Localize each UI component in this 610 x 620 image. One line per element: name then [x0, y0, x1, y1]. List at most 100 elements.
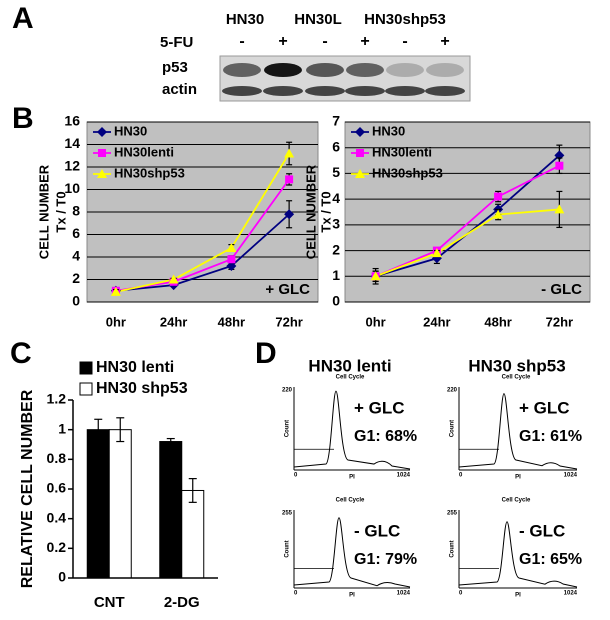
blot-band [223, 63, 261, 77]
y-tick-label: 0.6 [47, 480, 67, 496]
blot-treatment: 5-FU [160, 34, 193, 51]
annotation: + GLC [265, 281, 310, 298]
bar [86, 429, 110, 579]
y-tick-label: 4 [72, 248, 80, 264]
x-tick-label: 48hr [218, 314, 245, 329]
flow-x-max: 1024 [564, 473, 578, 479]
flow-condition: - GLC [519, 521, 565, 540]
x-tick-label: 24hr [423, 314, 450, 329]
marker [370, 271, 381, 281]
marker [356, 149, 364, 157]
marker [284, 148, 295, 158]
marker [285, 175, 294, 184]
series-line [375, 164, 560, 278]
x-tick-label: CNT [94, 594, 125, 611]
blot-row-label: p53 [162, 59, 188, 76]
flow-y-max: 220 [282, 388, 293, 394]
flow-plot-title: Cell Cycle [502, 498, 531, 504]
y-tick-label: 2 [332, 241, 340, 257]
y-axis-label: Tx / T0 [53, 191, 68, 232]
flow-x-min: 0 [459, 473, 463, 479]
flow-g1: G1: 79% [354, 551, 417, 568]
marker [355, 169, 365, 178]
legend-label: HN30 [114, 123, 147, 138]
flow-x-label: PI [349, 475, 355, 481]
y-tick-label: 0.8 [47, 450, 67, 466]
legend-label: HN30lenti [372, 144, 432, 159]
marker [555, 161, 564, 170]
legend-label: HN30 [372, 123, 405, 138]
legend-label: HN30shp53 [372, 165, 443, 180]
flow-g1: G1: 61% [519, 428, 582, 445]
x-tick-label: 72hr [546, 314, 573, 329]
y-tick-label: 16 [64, 113, 80, 129]
y-axis-label: CELL NUMBER [36, 164, 51, 259]
marker [97, 127, 107, 137]
blot-band [305, 86, 345, 96]
blot-band [264, 63, 302, 77]
x-tick-label: 72hr [275, 314, 302, 329]
blot-band [426, 63, 464, 77]
flow-y-label: Count [450, 420, 456, 437]
panel-label: B [12, 102, 34, 135]
flow-plot-title: Cell Cycle [336, 375, 365, 381]
bar [108, 429, 132, 579]
panel-label: A [12, 2, 34, 35]
marker [554, 204, 565, 214]
flow-y-label: Count [285, 540, 291, 557]
blot-band [263, 86, 303, 96]
flow-g1: G1: 68% [354, 428, 417, 445]
legend-label: HN30 lenti [96, 359, 174, 376]
flow-plot-title: Cell Cycle [336, 498, 365, 504]
marker [98, 149, 106, 157]
y-tick-label: 14 [64, 135, 80, 151]
marker [226, 243, 237, 252]
y-tick-label: 6 [72, 225, 80, 241]
y-tick-label: 0.2 [47, 539, 67, 555]
marker [226, 261, 237, 271]
flow-histogram [293, 517, 411, 588]
blot-band [222, 86, 262, 96]
series-line [115, 213, 290, 292]
x-tick-label: 24hr [160, 314, 187, 329]
marker [110, 286, 121, 296]
blot-band [345, 86, 385, 96]
flow-column-title: HN30 lenti [308, 356, 391, 375]
flow-y-label: Count [285, 420, 291, 437]
flow-x-max: 1024 [397, 591, 411, 597]
flow-plot-title: Cell Cycle [502, 375, 531, 381]
blot-condition: HN30shp53 [364, 11, 446, 28]
y-tick-label: 4 [332, 190, 340, 206]
legend-label: HN30shp53 [114, 165, 185, 180]
y-tick-label: 1 [332, 267, 340, 283]
marker [284, 209, 295, 220]
flow-g1: G1: 65% [519, 551, 582, 568]
blot-band [385, 86, 425, 96]
flow-column-title: HN30 shp53 [468, 356, 565, 375]
flow-condition: + GLC [354, 398, 405, 417]
annotation: - GLC [541, 281, 582, 298]
legend-label: HN30 shp53 [96, 380, 188, 397]
bar [159, 441, 183, 579]
flow-x-min: 0 [459, 591, 463, 597]
blot-band [425, 86, 465, 96]
x-tick-label: 0hr [106, 314, 126, 329]
treatment-level: - [239, 33, 244, 50]
blot-band [346, 63, 384, 77]
marker [168, 274, 179, 284]
legend-swatch [79, 382, 93, 396]
flow-x-label: PI [515, 593, 521, 599]
y-axis-label: Tx / T0 [318, 191, 333, 232]
y-tick-label: 3 [332, 216, 340, 232]
treatment-level: + [278, 33, 287, 50]
panel-label: D [255, 337, 277, 370]
bar [181, 489, 205, 579]
y-tick-label: 0.4 [47, 509, 67, 525]
flow-histogram [293, 390, 411, 470]
treatment-level: + [440, 33, 449, 50]
y-tick-label: 2 [72, 270, 80, 286]
flow-y-max: 255 [282, 511, 293, 517]
y-tick-label: 0 [58, 569, 66, 585]
